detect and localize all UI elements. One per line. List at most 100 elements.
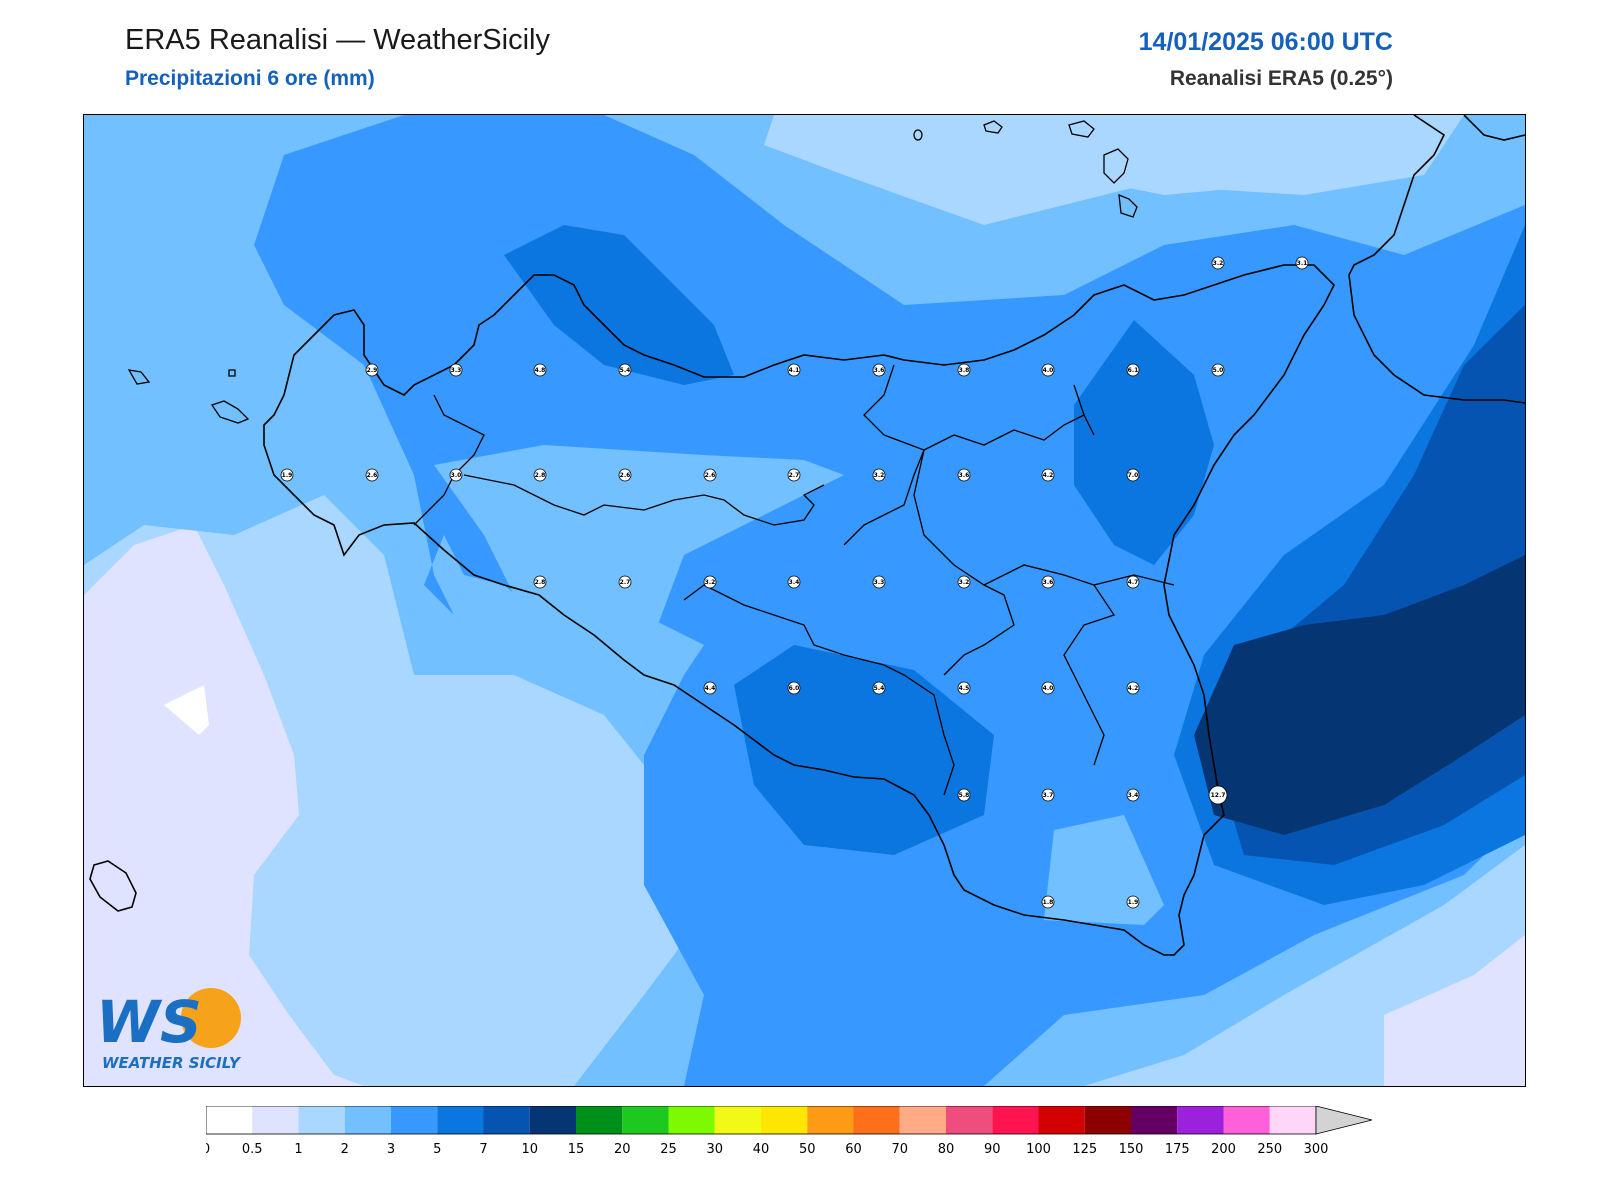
colorbar-cell xyxy=(853,1106,900,1134)
station-marker-circle xyxy=(872,575,886,589)
colorbar-tick-label: 40 xyxy=(753,1142,770,1157)
station-marker-circle xyxy=(957,681,971,695)
station-marker-circle xyxy=(1041,468,1055,482)
station-value-label: 4.2 xyxy=(1128,685,1139,692)
station-value-label: 1.9 xyxy=(282,472,293,479)
station-value-label: 3.4 xyxy=(1128,792,1139,799)
station-marker-circle xyxy=(957,575,971,589)
colorbar-tick-label: 0.5 xyxy=(242,1142,263,1157)
colorbar-cell xyxy=(946,1106,993,1134)
sicily-coastline xyxy=(263,264,1335,956)
station-marker-circle xyxy=(703,575,717,589)
station-marker: 5.8 xyxy=(957,788,971,802)
station-marker: 4.2 xyxy=(1126,681,1140,695)
station-marker: 5.0 xyxy=(1211,363,1225,377)
station-marker: 4.1 xyxy=(787,363,801,377)
station-marker-circle xyxy=(365,468,379,482)
station-marker-circle xyxy=(872,468,886,482)
colorbar-cell xyxy=(391,1106,438,1134)
colorbar-tick-label: 150 xyxy=(1119,1142,1144,1157)
station-marker-circle xyxy=(1211,256,1225,270)
logo-text: WEATHER SICILY xyxy=(102,1054,242,1072)
precip-fill-1-2-inner-north xyxy=(764,115,1464,225)
station-marker-circle xyxy=(1126,575,1140,589)
pantelleria-island xyxy=(89,860,137,912)
colorbar-legend: 0 0.5 1 2 3 5 7 10 15 20 25 30 40 50 60 70 80 90 100 125 150… xyxy=(206,1106,1373,1157)
station-marker-circle xyxy=(957,363,971,377)
colorbar-tick-label: 300 xyxy=(1304,1142,1329,1157)
station-marker-circle xyxy=(1041,895,1055,909)
precip-fill-0.5-1-east xyxy=(1384,935,1525,1086)
station-value-label: 5.4 xyxy=(874,685,885,692)
colorbar-cell xyxy=(807,1106,854,1134)
station-marker: 3.8 xyxy=(957,363,971,377)
station-value-label: 3.2 xyxy=(1213,260,1224,267)
station-marker-circle xyxy=(533,468,547,482)
station-value-label: 3.8 xyxy=(959,367,970,374)
colorbar-tick-label: 30 xyxy=(706,1142,723,1157)
precip-fill-0-0.5 xyxy=(164,685,209,735)
colorbar-tick-label: 60 xyxy=(845,1142,862,1157)
colorbar-tick-label: 80 xyxy=(938,1142,955,1157)
station-marker-circle xyxy=(872,363,886,377)
weathersicily-logo: WS WEATHER SICILY xyxy=(96,984,266,1074)
station-value-label: 4.0 xyxy=(1043,367,1054,374)
colorbar-cell xyxy=(437,1106,484,1134)
station-marker-circle xyxy=(703,681,717,695)
station-marker: 4.0 xyxy=(1041,681,1055,695)
station-value-label: 2.7 xyxy=(620,579,631,586)
colorbar-tick-label: 5 xyxy=(433,1142,441,1157)
station-value-label: 3.6 xyxy=(1043,579,1054,586)
colorbar-tick-label: 100 xyxy=(1026,1142,1051,1157)
colorbar-extend-arrow xyxy=(1315,1106,1373,1135)
station-marker-circle xyxy=(533,363,547,377)
station-marker-circle xyxy=(1126,468,1140,482)
precip-fill-5-7-south xyxy=(734,645,994,855)
colorbar-tick-label: 0 xyxy=(206,1142,210,1157)
station-value-label: 7.0 xyxy=(1128,472,1139,479)
map-subtitle: Precipitazioni 6 ore (mm) xyxy=(125,67,375,90)
valid-datetime: 14/01/2025 06:00 UTC xyxy=(1138,28,1393,56)
station-value-label: 3.4 xyxy=(789,579,800,586)
station-value-label: 4.7 xyxy=(1128,579,1139,586)
precip-fill-5-7-north xyxy=(504,225,734,385)
colorbar-tick-label: 90 xyxy=(984,1142,1001,1157)
station-marker: 12.7 xyxy=(1208,785,1228,805)
station-value-label: 2.7 xyxy=(789,472,800,479)
station-marker: 1.9 xyxy=(1126,895,1140,909)
station-marker-circle xyxy=(787,363,801,377)
station-marker: 2.6 xyxy=(618,468,632,482)
colorbar-cell xyxy=(1131,1106,1178,1134)
station-marker: 7.0 xyxy=(1126,468,1140,482)
station-value-label: 5.0 xyxy=(1213,367,1224,374)
station-marker: 4.7 xyxy=(1126,575,1140,589)
colorbar-cell xyxy=(252,1106,299,1134)
station-marker-circle xyxy=(957,468,971,482)
colorbar-cell xyxy=(992,1106,1039,1134)
colorbar-cell xyxy=(344,1106,391,1134)
station-value-label: 4.5 xyxy=(959,685,970,692)
colorbar-tick-label: 250 xyxy=(1257,1142,1282,1157)
station-values: 2.9 3.3 4.8 5.4 4.1 3.6 3.8 4.0 6.1 5.0 1.9 2.6 3.0 2… xyxy=(280,256,1309,909)
station-marker: 3.6 xyxy=(957,468,971,482)
station-value-label: 5.8 xyxy=(959,792,970,799)
colorbar-cell xyxy=(622,1106,669,1134)
station-marker-circle xyxy=(1041,681,1055,695)
colorbar-cell xyxy=(529,1106,576,1134)
colorbar-cell xyxy=(761,1106,808,1134)
station-marker: 2.7 xyxy=(618,575,632,589)
station-marker-circle xyxy=(533,575,547,589)
station-value-label: 3.2 xyxy=(959,579,970,586)
station-marker-circle xyxy=(787,575,801,589)
precip-fill-5-7-central xyxy=(1074,320,1214,565)
station-marker: 4.8 xyxy=(533,363,547,377)
station-marker-circle xyxy=(618,468,632,482)
station-marker: 3.4 xyxy=(787,575,801,589)
station-marker-circle xyxy=(1041,788,1055,802)
station-value-label: 6.1 xyxy=(1128,367,1139,374)
station-value-label: 2.6 xyxy=(367,472,378,479)
station-marker: 2.8 xyxy=(533,575,547,589)
colorbar-cell xyxy=(1038,1106,1085,1134)
station-value-label: 1.8 xyxy=(1043,899,1054,906)
colorbar-cell xyxy=(206,1106,253,1134)
